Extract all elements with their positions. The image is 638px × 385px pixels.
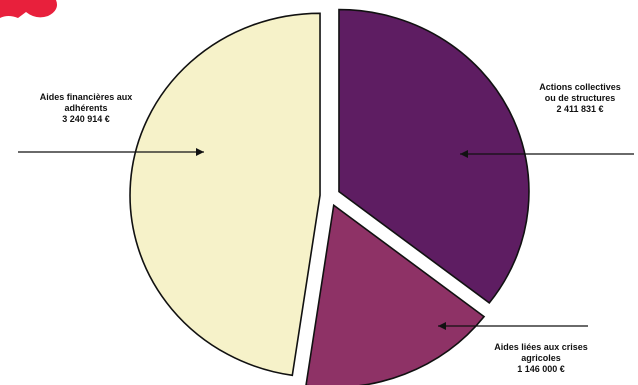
slice-label-aides-crises: Aides liées aux crises agricoles 1 146 0… (466, 342, 616, 375)
slice-label-line: adhérents (64, 103, 108, 113)
arrow-aides-financieres-head (196, 148, 204, 156)
slice-label-line: agricoles (521, 353, 561, 363)
slice-label-line: Aides financières aux (39, 92, 133, 102)
arrow-aides-crises-head (438, 322, 446, 330)
pie-slice-aides-crises (305, 203, 486, 385)
slice-value-label: 1 146 000 € (517, 364, 565, 374)
slice-value-label: 3 240 914 € (62, 114, 110, 124)
slice-label-line: ou de structures (544, 93, 616, 103)
corner-decoration (0, 0, 57, 18)
pie-slice-aides-financieres (129, 12, 321, 377)
slice-label-aides-financieres: Aides financières aux adhérents 3 240 91… (26, 92, 146, 125)
slice-label-actions-collectives: Actions collectives ou de structures 2 4… (522, 82, 638, 115)
slice-label-line: Aides liées aux crises (494, 342, 588, 352)
arrow-actions-collectives-head (460, 150, 468, 158)
slice-value-label: 2 411 831 € (556, 104, 604, 114)
pie-slice-actions-collectives (338, 8, 530, 305)
slice-label-line: Actions collectives (539, 82, 621, 92)
